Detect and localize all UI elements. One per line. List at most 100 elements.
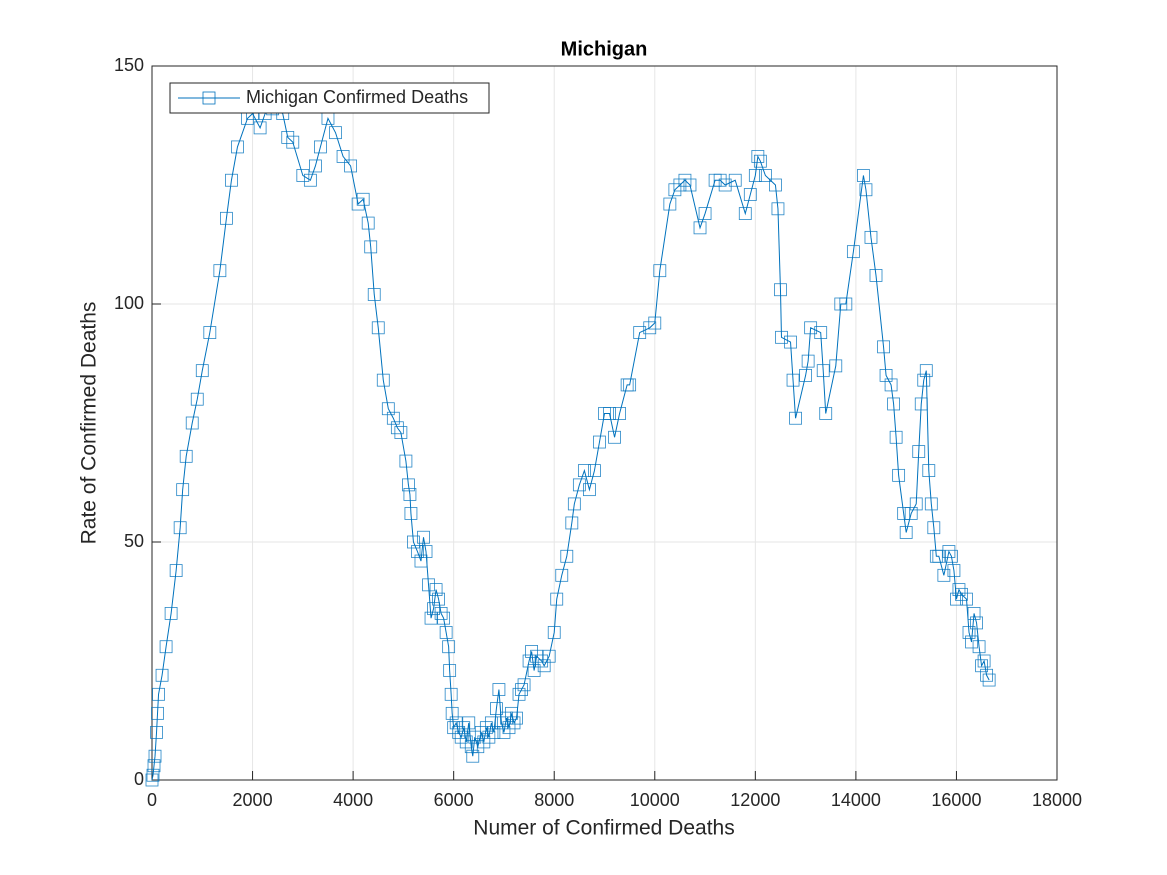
data-marker — [633, 326, 647, 339]
data-marker — [505, 706, 518, 720]
data-marker — [411, 545, 424, 558]
data-marker — [919, 364, 933, 378]
data-marker — [914, 397, 928, 411]
data-marker — [309, 159, 322, 173]
data-marker — [846, 245, 860, 259]
data-marker — [917, 373, 931, 387]
data-marker — [452, 726, 466, 739]
data-marker — [462, 716, 476, 730]
x-tick-label: 6000 — [434, 790, 474, 810]
data-marker — [678, 173, 692, 187]
data-marker — [403, 487, 417, 501]
data-marker — [663, 197, 677, 211]
data-marker — [698, 207, 712, 220]
data-marker — [899, 526, 913, 539]
data-marker — [434, 607, 448, 620]
data-marker — [912, 445, 926, 458]
data-marker — [407, 535, 420, 549]
data-marker — [784, 335, 797, 349]
data-marker — [980, 668, 994, 682]
data-marker — [897, 507, 911, 520]
data-marker — [490, 702, 503, 715]
data-marker — [367, 288, 381, 301]
data-marker — [683, 178, 697, 192]
data-marker — [937, 568, 951, 582]
data-marker — [572, 478, 586, 492]
data-marker — [738, 207, 752, 220]
data-marker — [593, 435, 606, 449]
data-marker — [442, 640, 456, 654]
data-marker — [648, 316, 662, 330]
data-marker — [887, 397, 900, 411]
data-marker — [220, 211, 233, 225]
data-marker — [497, 726, 511, 739]
data-marker — [231, 140, 244, 154]
legend-label: Michigan Confirmed Deaths — [246, 87, 468, 107]
data-marker — [977, 654, 991, 668]
data-marker — [775, 330, 788, 344]
data-marker — [417, 530, 430, 544]
data-marker — [381, 402, 395, 416]
data-marker — [351, 197, 365, 211]
data-marker — [771, 202, 785, 216]
data-marker — [437, 611, 451, 625]
data-marker — [159, 640, 173, 654]
data-marker — [173, 521, 187, 535]
data-marker — [567, 497, 581, 511]
data-marker — [550, 592, 564, 606]
data-marker — [155, 668, 169, 682]
data-marker — [507, 716, 521, 730]
data-marker — [743, 188, 757, 201]
data-marker — [816, 364, 830, 378]
data-marker — [466, 749, 480, 763]
data-marker — [942, 545, 956, 558]
data-marker — [443, 664, 457, 677]
data-marker — [427, 602, 440, 616]
data-marker — [213, 264, 227, 278]
y-tick-label: 50 — [124, 531, 144, 551]
data-marker — [225, 173, 238, 187]
data-marker — [960, 592, 973, 606]
data-marker — [150, 726, 163, 739]
data-marker — [492, 683, 506, 696]
data-marker — [414, 554, 428, 568]
data-marker — [145, 773, 159, 787]
data-marker — [975, 659, 988, 673]
data-marker — [758, 169, 772, 182]
data-marker — [151, 706, 164, 720]
x-tick-label: 14000 — [831, 790, 881, 810]
data-marker — [799, 368, 813, 382]
data-marker — [804, 321, 818, 335]
data-marker — [253, 121, 267, 135]
data-marker — [922, 464, 936, 478]
data-marker — [748, 169, 762, 182]
y-axis-label: Rate of Confirmed Deaths — [78, 302, 101, 545]
data-marker — [753, 154, 767, 168]
data-marker — [560, 549, 574, 563]
data-marker — [482, 730, 496, 744]
y-tick-label: 150 — [114, 55, 144, 75]
data-marker — [179, 449, 193, 463]
data-marker — [148, 749, 162, 763]
data-marker — [203, 326, 217, 339]
data-marker — [185, 416, 199, 430]
data-marker — [877, 340, 890, 354]
data-marker — [371, 321, 385, 335]
data-marker — [965, 635, 978, 649]
data-marker — [904, 507, 918, 520]
data-marker — [525, 645, 538, 658]
data-marker — [839, 297, 853, 311]
data-marker — [502, 721, 516, 735]
data-marker — [879, 368, 893, 382]
data-marker — [950, 592, 963, 606]
data-marker — [530, 649, 544, 663]
data-marker — [432, 592, 445, 606]
data-marker — [623, 378, 637, 392]
data-marker — [603, 407, 616, 420]
data-marker — [527, 664, 541, 677]
data-marker — [484, 716, 498, 730]
data-marker — [429, 583, 443, 596]
data-marker — [512, 687, 526, 701]
data-marker — [444, 687, 458, 701]
data-marker — [329, 126, 342, 140]
